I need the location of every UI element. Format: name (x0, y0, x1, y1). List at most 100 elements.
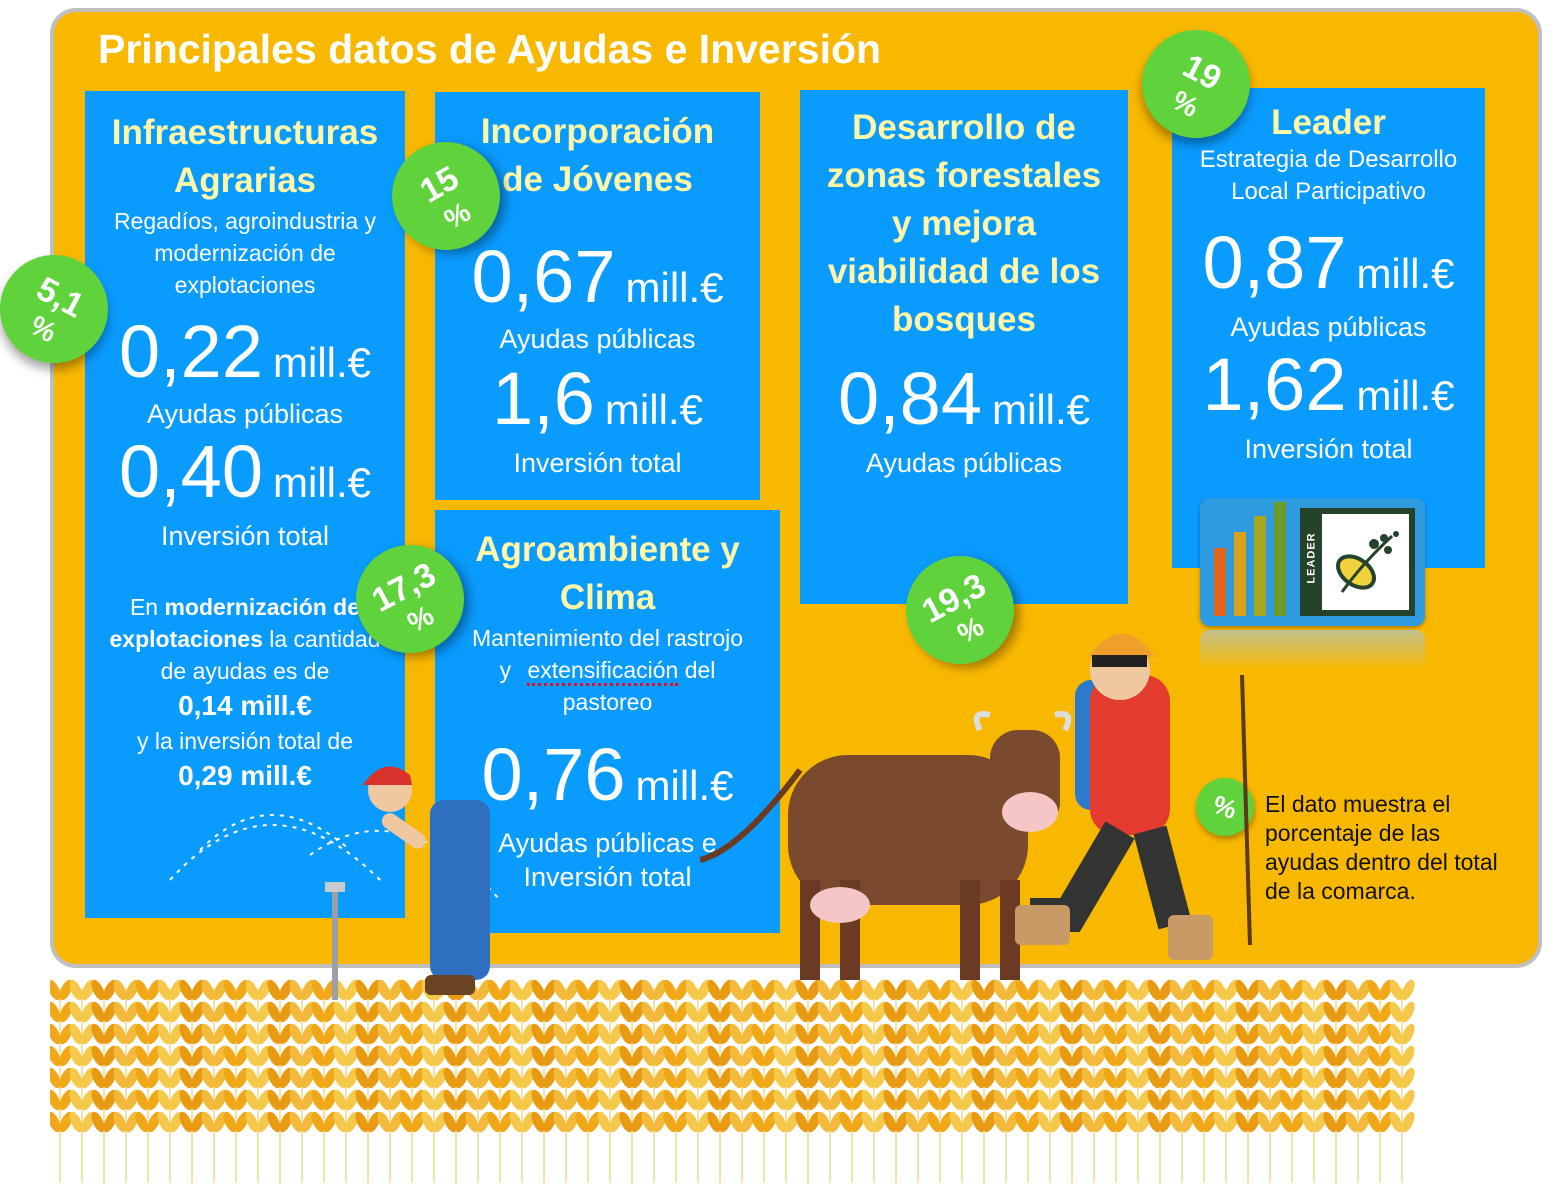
wheat-kernel (69, 979, 83, 1001)
wheat-kernel (773, 1089, 787, 1111)
wheat-kernel (201, 1111, 215, 1133)
wheat-kernel (719, 1045, 733, 1067)
wheat-kernel (389, 1089, 403, 1111)
wheat-kernel (1357, 1089, 1371, 1111)
wheat-kernel (213, 1111, 227, 1133)
wheat-kernel (1103, 1089, 1117, 1111)
wheat-kernel (1389, 979, 1403, 1001)
subtitle-line: y extensificación del (435, 654, 780, 686)
wheat-kernel (355, 1045, 369, 1067)
wheat-kernel (1115, 1111, 1129, 1133)
wheat-kernel (751, 1023, 765, 1045)
wheat-kernel (267, 1067, 281, 1089)
wheat-kernel (345, 1111, 359, 1133)
wheat-kernel (1137, 979, 1151, 1001)
wheat-kernel (587, 1023, 601, 1045)
value-number: 0,84 (837, 357, 982, 440)
wheat-kernel (367, 979, 381, 1001)
wheat-kernel (1027, 1067, 1041, 1089)
wheat-kernel (751, 1067, 765, 1089)
wheat-kernel (245, 1001, 259, 1023)
wheat-kernel (521, 1111, 535, 1133)
wheat-kernel (927, 1067, 941, 1089)
wheat-kernel (69, 1067, 83, 1089)
wheat-kernel (587, 1045, 601, 1067)
wheat-kernel (553, 1067, 567, 1089)
wheat-kernel (1071, 1045, 1085, 1067)
legend-text: El dato muestra el porcentaje de las ayu… (1265, 791, 1498, 904)
wheat-kernel (531, 1045, 545, 1067)
wheat-kernel (345, 979, 359, 1001)
subtitle-line: Mantenimiento del rastrojo (471, 625, 744, 651)
wheat-kernel (1379, 1023, 1393, 1045)
panel-forestal: Desarrollo de zonas forestales y mejora … (800, 90, 1128, 604)
wheat-kernel (169, 979, 183, 1001)
wheat-kernel (1345, 1067, 1359, 1089)
wheat-kernel (157, 1067, 171, 1089)
wheat-kernel (1059, 979, 1073, 1001)
wheat-kernel (917, 1067, 931, 1089)
value-unit: mill.€ (1356, 372, 1455, 419)
wheat-kernel (839, 1089, 853, 1111)
wheat-kernel (279, 1001, 293, 1023)
wheat-kernel (311, 1023, 325, 1045)
wheat-kernel (619, 1067, 633, 1089)
wheat-kernel (179, 1089, 193, 1111)
wheat-kernel (1103, 1067, 1117, 1089)
wheat-kernel (169, 1111, 183, 1133)
wheat-kernel (499, 1023, 513, 1045)
wheat-kernel (719, 1111, 733, 1133)
wheat-kernel (1027, 1045, 1041, 1067)
wheat-kernel (1269, 1089, 1283, 1111)
wheat-kernel (50, 1001, 61, 1023)
wheat-kernel (993, 1111, 1007, 1133)
wheat-kernel (939, 1111, 953, 1133)
wheat-kernel (81, 1001, 95, 1023)
wheat-kernel (631, 1067, 645, 1089)
title-line: Incorporación (480, 112, 715, 151)
wheat-kernel (355, 1023, 369, 1045)
wheat-kernel (179, 1111, 193, 1133)
wheat-kernel (433, 1067, 447, 1089)
wheat-kernel (873, 1023, 887, 1045)
wheat-kernel (707, 1067, 721, 1089)
wheat-kernel (421, 1023, 435, 1045)
wheat-kernel (1235, 1023, 1249, 1045)
wheat-kernel (301, 1089, 315, 1111)
wheat-kernel (553, 979, 567, 1001)
wheat-kernel (1125, 1089, 1139, 1111)
value-inversion: 0,40 mill.€ (85, 435, 405, 509)
wheat-kernel (377, 1089, 391, 1111)
wheat-kernel (201, 1089, 215, 1111)
wheat-kernel (939, 1067, 953, 1089)
wheat-kernel (201, 1023, 215, 1045)
wheat-kernel (69, 1001, 83, 1023)
wheat-kernel (531, 1089, 545, 1111)
wheat-kernel (345, 1001, 359, 1023)
wheat-kernel (949, 1111, 963, 1133)
subtitle-word: y (499, 657, 512, 683)
wheat-kernel (939, 1001, 953, 1023)
title-line: Clima (559, 578, 656, 617)
wheat-kernel (971, 1023, 985, 1045)
wheat-kernel (201, 979, 215, 1001)
wheat-kernel (631, 1045, 645, 1067)
wheat-kernel (257, 1089, 271, 1111)
value-number: 0,40 (118, 430, 263, 513)
wheat-kernel (433, 1111, 447, 1133)
wheat-kernel (543, 979, 557, 1001)
wheat-kernel (311, 1089, 325, 1111)
wheat-kernel (455, 1111, 469, 1133)
wheat-kernel (1005, 979, 1019, 1001)
wheat-kernel (1401, 1023, 1415, 1045)
wheat-kernel (521, 1023, 535, 1045)
wheat-kernel (433, 1023, 447, 1045)
wheat-kernel (675, 1001, 689, 1023)
wheat-kernel (873, 1089, 887, 1111)
wheat-kernel (971, 1067, 985, 1089)
wheat-kernel (685, 1067, 699, 1089)
wheat-kernel (223, 1111, 237, 1133)
wheat-kernel (1059, 1111, 1073, 1133)
wheat-kernel (817, 1001, 831, 1023)
wheat-kernel (1357, 1067, 1371, 1089)
